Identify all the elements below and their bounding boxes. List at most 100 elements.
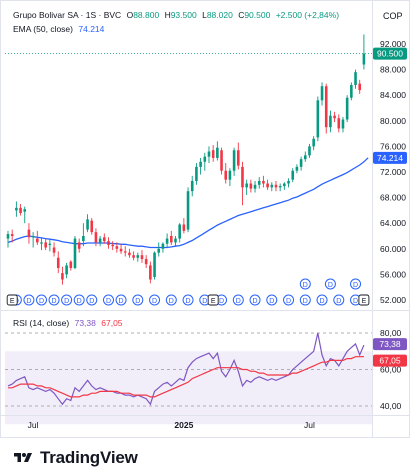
candle-body xyxy=(165,238,169,244)
rsi-tick-label: 60,00 xyxy=(380,365,402,375)
tradingview-wordmark: TradingView xyxy=(40,448,138,467)
candle-body xyxy=(77,242,81,249)
candle-body xyxy=(236,150,240,166)
dividend-marker-label: D xyxy=(39,298,44,305)
dividend-marker xyxy=(350,278,362,290)
chart-border xyxy=(0,0,410,438)
candle-body xyxy=(107,241,110,245)
dividend-marker xyxy=(333,294,345,306)
candle-body xyxy=(27,229,31,238)
earnings-marker xyxy=(6,294,18,306)
dividend-marker-label: D xyxy=(269,298,274,305)
dividend-marker-label: D xyxy=(186,298,191,305)
dividend-marker xyxy=(23,294,35,306)
candle-body xyxy=(220,150,223,171)
price-tick-label: 84.000 xyxy=(380,90,406,100)
candle-body xyxy=(316,100,320,138)
dividend-marker xyxy=(283,294,295,306)
high-label: H xyxy=(164,10,171,20)
candle-body xyxy=(190,180,194,192)
candle-body xyxy=(362,53,366,65)
close-label: C xyxy=(238,10,245,20)
candle-body xyxy=(278,186,282,188)
dividend-marker-label: D xyxy=(303,282,308,289)
ema-price-badge xyxy=(373,151,407,164)
candle-body xyxy=(232,150,236,171)
tradingview-logo-icon xyxy=(14,453,32,462)
candle-body xyxy=(174,238,177,243)
candle-body xyxy=(86,219,89,230)
candle-body xyxy=(6,234,10,239)
candle-body xyxy=(178,224,181,239)
rsi-tick-label: 80,00 xyxy=(380,328,402,338)
candle-body xyxy=(98,238,102,243)
candle-body xyxy=(186,191,190,230)
price-tick-label: 60.000 xyxy=(380,244,406,254)
dividend-marker-label: D xyxy=(52,298,57,305)
candle-body xyxy=(203,156,207,162)
candle-body xyxy=(241,166,244,188)
last-price-badge-text: 90.500 xyxy=(377,49,403,59)
candle-body xyxy=(136,255,140,258)
rsi-badge-text: 73,38 xyxy=(379,339,401,349)
dividend-marker xyxy=(149,294,161,306)
ema-legend-value: 74.214 xyxy=(78,24,105,34)
candle-body xyxy=(36,238,39,243)
last-price-badge xyxy=(373,47,407,60)
currency-label: COP xyxy=(383,11,403,21)
candle-body xyxy=(324,86,328,128)
dividend-marker-label: D xyxy=(89,298,94,305)
price-tick-label: 92.000 xyxy=(380,39,406,49)
rsi-ma-legend-value: 67,05 xyxy=(101,318,123,328)
candle-body xyxy=(253,184,257,189)
dividend-marker xyxy=(299,278,311,290)
tradingview-branding[interactable]: TradingView xyxy=(12,447,138,469)
candle-body xyxy=(295,166,299,171)
ema-legend-label: EMA (50, close) xyxy=(13,24,73,34)
candle-body xyxy=(115,246,119,249)
candle-body xyxy=(123,251,127,253)
dividend-marker-label: D xyxy=(152,298,157,305)
dividend-marker-label: D xyxy=(336,298,341,305)
candle-body xyxy=(52,247,56,253)
rsi-legend-label: RSI (14, close) xyxy=(13,318,70,328)
candle-body xyxy=(266,183,269,188)
dividend-marker-label: D xyxy=(202,298,207,305)
dividend-marker-label: D xyxy=(64,298,69,305)
dividend-marker xyxy=(299,294,311,306)
candle-body xyxy=(103,237,106,242)
dividend-marker-label: D xyxy=(253,298,258,305)
dividend-marker xyxy=(35,294,47,306)
dividend-marker-label: D xyxy=(106,298,111,305)
candle-body xyxy=(140,255,144,260)
candle-body xyxy=(245,183,248,188)
candle-body xyxy=(157,248,161,253)
chart-svg[interactable]: DDDDDDDDDDDDDDDDDDDDDDDDDDEEE 52.00056.0… xyxy=(0,0,410,438)
rsi-legend-value: 73,38 xyxy=(74,318,96,328)
candle-body xyxy=(358,83,362,91)
dividend-marker-label: D xyxy=(26,298,31,305)
price-tick-label: 68.000 xyxy=(380,193,406,203)
earnings-marker xyxy=(207,294,219,306)
dividend-marker xyxy=(115,294,127,306)
candle-body xyxy=(257,180,261,185)
candle-body xyxy=(299,159,303,167)
price-tick-label: 64.000 xyxy=(380,218,406,228)
candle-body xyxy=(228,170,232,180)
candle-body xyxy=(207,151,211,157)
dividend-marker xyxy=(266,294,278,306)
candle-body xyxy=(90,220,94,233)
candle-body xyxy=(350,84,353,98)
candle-body xyxy=(291,170,295,180)
rsi-legend: RSI (14, close) 73,38 67,05 xyxy=(13,318,123,328)
candle-body xyxy=(170,236,173,243)
candle-body xyxy=(287,180,290,184)
open-value: 88.800 xyxy=(133,10,160,20)
candle-body xyxy=(48,243,52,245)
candle-body xyxy=(128,252,131,256)
price-tick-label: 56.000 xyxy=(380,269,406,279)
candle-body xyxy=(15,207,18,211)
candle-body xyxy=(274,184,278,188)
price-tick-label: 76.000 xyxy=(380,141,406,151)
dividend-marker-label: D xyxy=(286,298,291,305)
